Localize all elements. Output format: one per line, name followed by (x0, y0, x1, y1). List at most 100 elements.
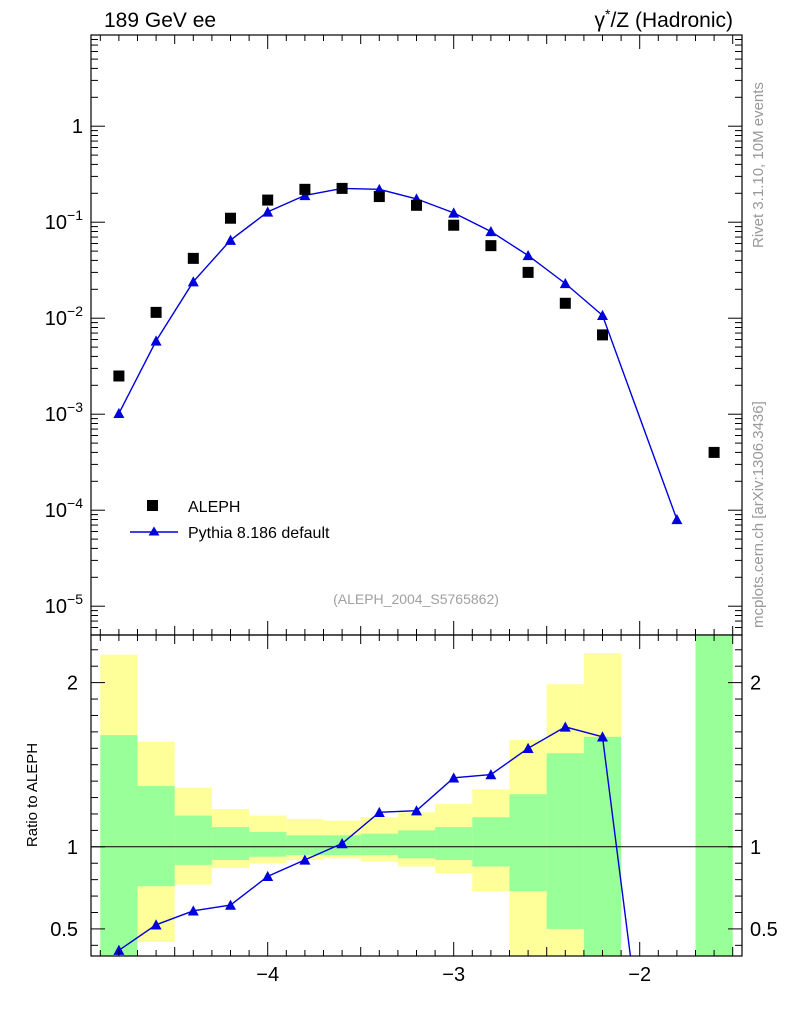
band-inner (100, 735, 138, 956)
band-inner (472, 817, 510, 867)
mc-point (262, 206, 274, 217)
mc-point (150, 335, 162, 346)
right-title-rest: /Z (Hadronic) (610, 9, 733, 32)
legend-data-label: ALEPH (188, 499, 240, 516)
data-point (113, 370, 125, 382)
data-point (708, 446, 720, 458)
ratio-y-tick-labels: 0.5 0.5 1 1 2 2 (50, 673, 778, 941)
ratio-point (336, 838, 348, 849)
band-inner (695, 635, 733, 956)
mc-point (187, 276, 199, 287)
ratio-y-tick-label-right: 0.5 (750, 919, 778, 941)
data-markers (113, 182, 720, 458)
ratio-point (448, 772, 460, 783)
ratio-y-axis-label: Ratio to ALEPH (24, 743, 41, 847)
mc-point (485, 226, 497, 237)
ratio-point (411, 805, 422, 816)
main-y-tick-label-base: 1 (72, 116, 83, 138)
legend-mc-marker (148, 526, 160, 536)
data-point (299, 183, 311, 195)
ratio-point (262, 870, 274, 882)
band-inner (174, 815, 212, 865)
band-inner (509, 794, 547, 892)
mc-line (118, 187, 678, 520)
ratio-point (299, 854, 311, 865)
data-point (336, 182, 348, 194)
mc-point (522, 249, 534, 261)
mc-point (671, 514, 683, 525)
data-point (187, 252, 199, 264)
main-y-tick-label-base: 10 (45, 500, 67, 522)
main-y-tick-label-exp: −4 (67, 495, 83, 511)
data-point (559, 297, 571, 309)
main-y-tick-label-exp: −2 (67, 303, 83, 319)
data-point (411, 199, 422, 211)
x-tick-labels: −4 −3 −2 (256, 964, 651, 986)
ratio-point (559, 721, 571, 732)
ratio-panel: 0.5 0.5 1 1 2 2 −4 −3 −2 (50, 634, 778, 986)
mc-point (448, 207, 460, 218)
main-y-tick-label-exp: −3 (67, 399, 83, 415)
ratio-point (225, 899, 236, 910)
ratio-point (597, 731, 608, 742)
ratio-point (113, 944, 125, 955)
band-inner (286, 835, 324, 856)
ratio-y-tick-label-left: 2 (67, 673, 78, 695)
main-y-tick-label: 10−4 (45, 495, 83, 522)
main-y-tick-label-exp: −5 (67, 591, 83, 607)
ratio-y-tick-label-right: 1 (750, 837, 761, 859)
data-point (485, 240, 497, 252)
mc-point (559, 277, 571, 289)
band-inner (360, 833, 398, 856)
data-point (448, 219, 460, 231)
mcplots-label: mcplots.cern.ch [arXiv:1306.3436] (750, 401, 767, 628)
main-y-tick-label: 10−5 (45, 591, 83, 618)
data-point (225, 212, 236, 224)
main-y-tick-label-base: 10 (45, 404, 67, 426)
mc-point (299, 189, 311, 201)
left-title: 189 GeV ee (104, 9, 216, 32)
ratio-point (150, 919, 162, 930)
main-y-tick-label: 10−3 (45, 399, 83, 426)
ratio-point (522, 742, 534, 753)
mc-point (597, 309, 608, 321)
main-y-tick-label-exp: −1 (67, 207, 83, 223)
data-point (150, 306, 162, 318)
legend-mc-label: Pythia 8.186 default (188, 525, 330, 542)
main-y-tick-label: 10−1 (45, 207, 83, 234)
main-y-tick-label-base: 10 (45, 596, 67, 618)
data-point (522, 266, 534, 278)
right-title: γ*/Z (Hadronic) (595, 6, 733, 32)
ratio-point (485, 769, 497, 780)
data-point (597, 329, 608, 341)
main-panel: 10−510−410−310−210−11 (45, 34, 743, 636)
legend-data-marker (147, 500, 158, 511)
ratio-y-tick-label-left: 1 (67, 837, 78, 859)
right-title-sup: * (605, 6, 611, 22)
ratio-y-tick-label-left: 0.5 (50, 919, 78, 941)
ratio-axis-ticks (91, 635, 742, 956)
main-frame (90, 34, 743, 636)
ratio-frame (90, 634, 743, 957)
rivet-label: Rivet 3.1.10, 10M events (750, 82, 767, 248)
main-y-tick-label-base: 10 (45, 212, 67, 234)
band-inner (435, 827, 473, 860)
ratio-point (187, 905, 199, 916)
data-point (262, 194, 274, 206)
band-inner (397, 830, 436, 859)
main-y-tick-labels: 10−510−410−310−210−11 (45, 116, 83, 618)
ratio-y-tick-label-right: 2 (750, 673, 761, 695)
main-y-tick-label-base: 10 (45, 308, 67, 330)
legend: ALEPH Pythia 8.186 default (130, 499, 330, 542)
mc-markers (113, 182, 683, 525)
ratio-point (373, 806, 385, 818)
ratio-markers (113, 721, 608, 955)
main-y-tick-label: 1 (72, 116, 83, 138)
data-point (373, 191, 385, 203)
band-inner (546, 753, 584, 929)
x-tick-label: −2 (628, 964, 651, 986)
mc-point (113, 407, 125, 419)
band-inner (249, 832, 287, 857)
main-axis-ticks (91, 35, 742, 635)
